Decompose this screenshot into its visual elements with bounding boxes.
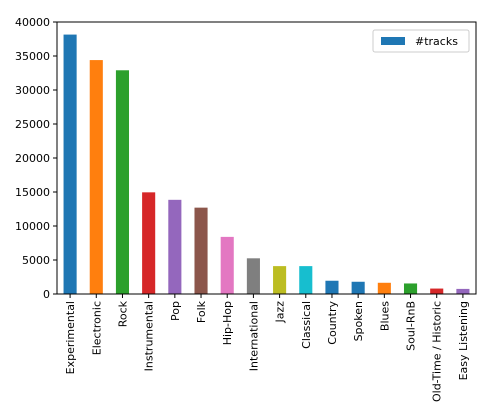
x-tick-label: Country [326,301,339,345]
bar [403,283,418,294]
bar [89,60,103,294]
x-tick-label: International [247,301,260,371]
bar [377,282,391,294]
y-tick-label: 40000 [15,16,50,29]
bar [273,266,287,294]
x-tick-label: Classical [300,301,313,349]
y-tick-label: 15000 [15,186,50,199]
bar [220,236,234,294]
bars-group [63,34,470,295]
bar [194,207,208,294]
x-tick-label: Pop [169,301,182,321]
y-tick-label: 5000 [22,254,50,267]
bar [246,258,260,294]
bar [430,288,444,294]
x-axis: Experimental Electronic Rock Instrumental Po… [64,294,470,402]
plot-frame [56,21,477,295]
bar [456,288,470,294]
legend-swatch [381,37,405,45]
x-tick-label: Rock [116,300,129,327]
x-tick-label: Old-Time / Historic [431,301,444,402]
y-tick-label: 10000 [15,220,50,233]
legend: #tracks [372,29,470,53]
x-tick-label: Hip-Hop [221,301,234,345]
legend-label: #tracks [415,35,458,48]
bar [299,266,313,294]
bar [142,192,156,294]
x-tick-label: Soul-RnB [405,301,418,351]
y-tick-label: 35000 [15,50,50,63]
x-tick-label: Folk [195,300,208,323]
bar [63,34,77,295]
y-axis: 0 5000 10000 15000 20000 25000 30000 35000 40000 [15,16,57,301]
bar [115,70,130,294]
legend-box [372,29,470,53]
bar [351,281,365,294]
x-tick-label: Spoken [352,301,365,341]
bar [325,280,339,294]
y-tick-label: 25000 [15,118,50,131]
x-tick-label: Experimental [64,301,77,374]
x-tick-label: Easy Listening [457,301,470,380]
y-tick-label: 20000 [15,152,50,165]
x-tick-label: Electronic [90,301,103,355]
x-tick-label: Blues [378,301,391,331]
y-tick-label: 0 [43,288,50,301]
x-tick-label: Instrumental [143,301,156,371]
y-tick-label: 30000 [15,84,50,97]
bar [168,199,182,294]
x-tick-label: Jazz [274,301,287,324]
